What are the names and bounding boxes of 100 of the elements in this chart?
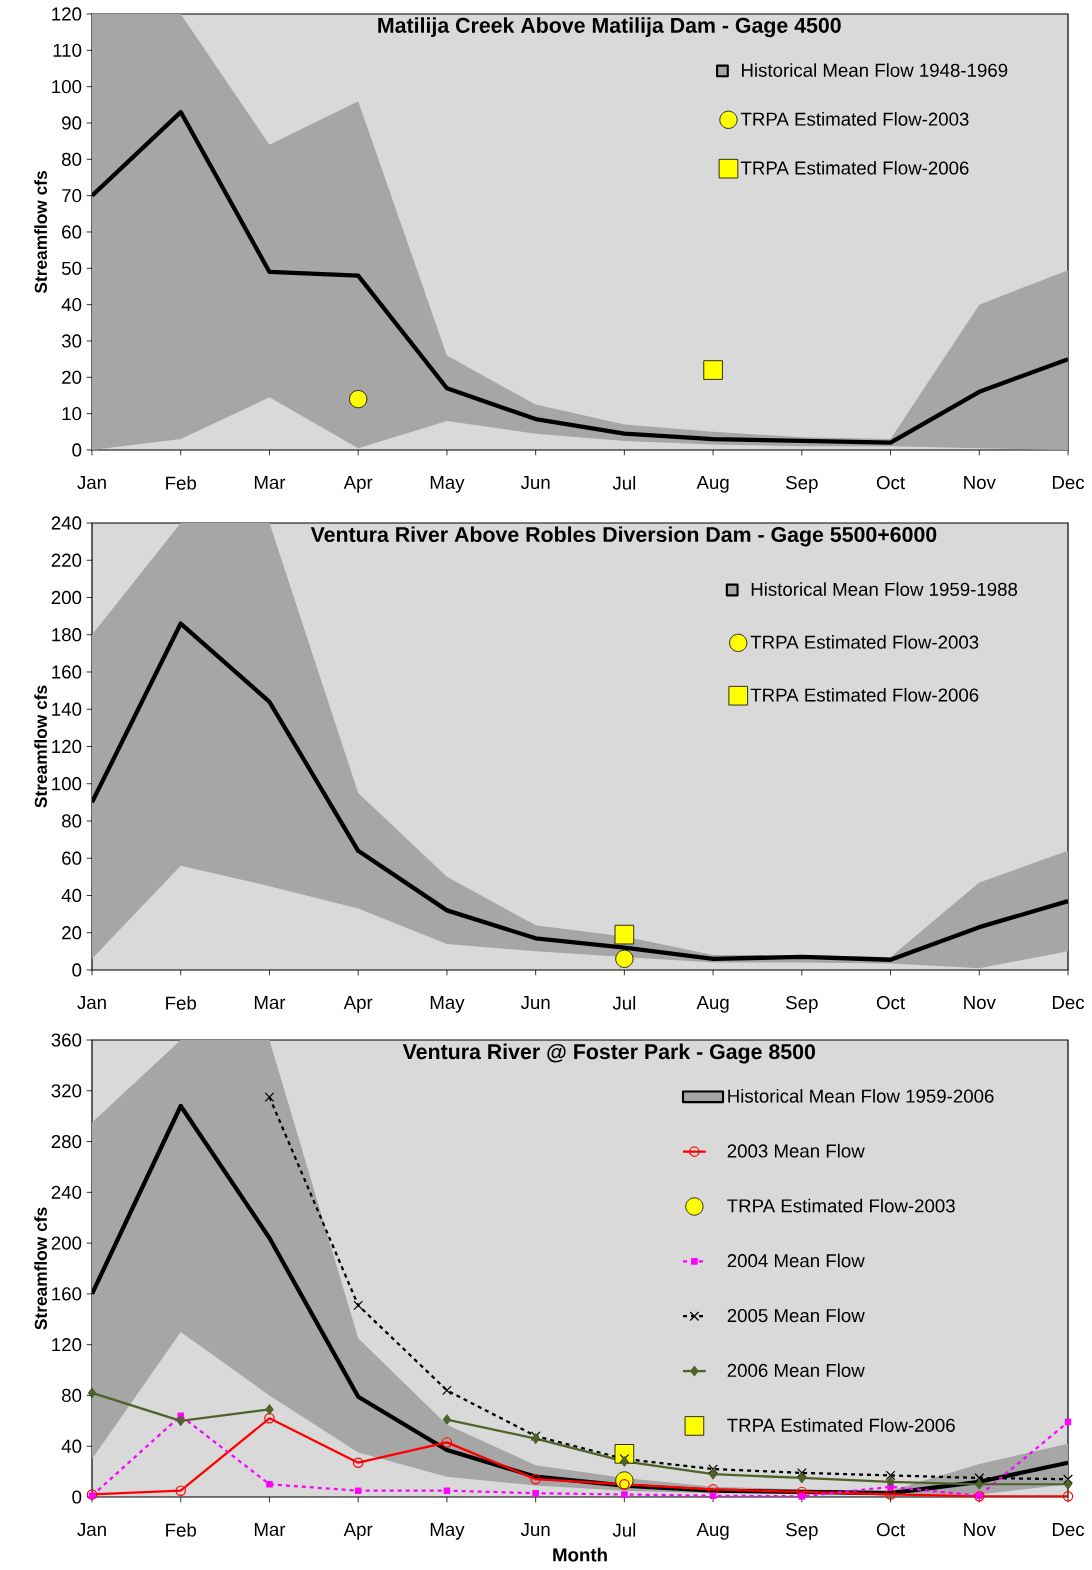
y-tick-label: 70 <box>62 189 82 203</box>
x-tick-label: Nov <box>964 996 996 1010</box>
y-axis-title: Streamflow cfs <box>34 1207 47 1330</box>
x-tick-label: Apr <box>343 1523 373 1540</box>
x-tick-label: Jul <box>612 476 636 490</box>
x-tick-label: Sep <box>786 476 818 493</box>
x-tick-label: Sep <box>786 996 818 1013</box>
y-tick-label: 10 <box>62 407 82 421</box>
x-tick-label: Aug <box>696 1523 729 1540</box>
point <box>353 1300 364 1311</box>
point <box>886 1476 895 1488</box>
x-tick-label: Aug <box>696 476 729 493</box>
point <box>442 1385 452 1396</box>
legend-label: Historical Mean Flow 1959-2006 <box>728 1089 994 1103</box>
x-tick-label: Jun <box>520 476 550 490</box>
x-tick-label: Feb <box>166 476 197 490</box>
y-tick-label: 90 <box>62 116 82 130</box>
y-tick-label: 200 <box>51 590 82 605</box>
legend-label: 2004 Mean Flow <box>727 1253 865 1268</box>
legend-label: Historical Mean Flow 1948-1969 <box>742 63 1008 77</box>
x-tick-label: Oct <box>876 1523 905 1537</box>
y-tick-label: 50 <box>61 261 82 275</box>
y-tick-label: 160 <box>52 665 82 679</box>
point <box>175 1485 186 1496</box>
x-tick-label: Apr <box>343 476 373 493</box>
y-tick-label: 80 <box>62 152 82 166</box>
y-tick-label: 360 <box>51 1033 82 1047</box>
point <box>709 1468 718 1480</box>
y-tick-label: 220 <box>51 553 82 567</box>
x-tick-label: Feb <box>166 996 197 1010</box>
point <box>265 1404 274 1415</box>
point <box>796 1468 807 1478</box>
y-tick-label: 320 <box>51 1084 82 1098</box>
point <box>87 1387 97 1399</box>
legend-label: TRPA Estimated Flow-2003 <box>727 1198 955 1213</box>
x-tick-label: Dec <box>1052 476 1085 490</box>
legend-label: Historical Mean Flow 1959-1988 <box>751 582 1018 596</box>
x-tick-label: Jun <box>520 996 550 1010</box>
x-tick-label: Mar <box>254 1523 286 1537</box>
legend-label: TRPA Estimated Flow-2006 <box>750 687 979 702</box>
y-tick-label: 110 <box>53 43 82 57</box>
x-tick-label: May <box>430 1523 465 1540</box>
y-tick-label: 0 <box>72 963 82 977</box>
point <box>796 1486 808 1498</box>
x-tick-label: Jul <box>612 1523 636 1537</box>
point <box>264 1413 275 1424</box>
y-tick-label: 240 <box>51 516 82 530</box>
chart-title: Matilija Creek Above Matilija Dam - Gage 4500 <box>378 17 841 38</box>
point <box>441 1437 453 1448</box>
x-tick-label: Dec <box>1052 996 1085 1010</box>
x-tick-label: Jan <box>77 996 106 1010</box>
y-tick-label: 40 <box>61 888 82 903</box>
y-tick-label: 160 <box>52 1287 82 1301</box>
legend-label: TRPA Estimated Flow-2006 <box>740 160 969 175</box>
x-tick-label: Nov <box>964 1523 996 1537</box>
y-tick-label: 120 <box>52 7 82 21</box>
x-tick-label: Mar <box>254 476 286 490</box>
y-tick-label: 240 <box>51 1185 82 1199</box>
x-tick-label: May <box>430 996 465 1013</box>
y-tick-label: 40 <box>61 298 82 312</box>
x-tick-label: Jan <box>77 1523 106 1537</box>
y-tick-label: 120 <box>52 739 82 754</box>
point <box>176 1415 185 1427</box>
legend-label: 2006 Mean Flow <box>727 1363 865 1378</box>
point <box>797 1472 806 1484</box>
point <box>264 1092 275 1102</box>
x-tick-label: Jul <box>612 996 636 1010</box>
point <box>1063 1474 1073 1485</box>
point <box>530 1473 541 1485</box>
x-tick-label: Jun <box>520 1523 550 1537</box>
point <box>532 1489 539 1497</box>
point <box>707 1484 719 1495</box>
y-tick-label: 100 <box>52 777 82 791</box>
point <box>885 1489 896 1500</box>
chart-title: Ventura River Above Robles Diversion Dam - Gage 5500+6000 <box>310 526 937 547</box>
x-tick-label: Feb <box>166 1523 197 1537</box>
x-tick-label: Dec <box>1052 1523 1085 1537</box>
y-tick-label: 30 <box>61 334 82 348</box>
y-tick-label: 20 <box>62 926 82 940</box>
x-tick-label: Sep <box>786 1523 818 1540</box>
point <box>1063 1479 1073 1490</box>
y-tick-label: 60 <box>62 225 82 239</box>
x-tick-label: Nov <box>964 476 996 490</box>
point <box>266 1481 273 1488</box>
point <box>443 1487 451 1494</box>
y-tick-label: 40 <box>61 1439 82 1453</box>
point <box>975 1479 984 1490</box>
point <box>354 1487 362 1494</box>
x-tick-label: Aug <box>696 996 729 1013</box>
y-tick-label: 140 <box>52 702 82 716</box>
y-tick-label: 0 <box>72 443 82 457</box>
point <box>708 1464 718 1474</box>
y-tick-label: 180 <box>52 628 82 642</box>
x-tick-label: Jan <box>77 476 106 490</box>
y-tick-label: 120 <box>52 1338 82 1352</box>
x-tick-label: Oct <box>876 476 905 490</box>
y-axis-title: Streamflow cfs <box>34 685 47 808</box>
legend-label: 2003 Mean Flow <box>727 1143 865 1158</box>
x-tick-label: Apr <box>343 996 373 1013</box>
x-tick-label: Oct <box>876 996 905 1010</box>
